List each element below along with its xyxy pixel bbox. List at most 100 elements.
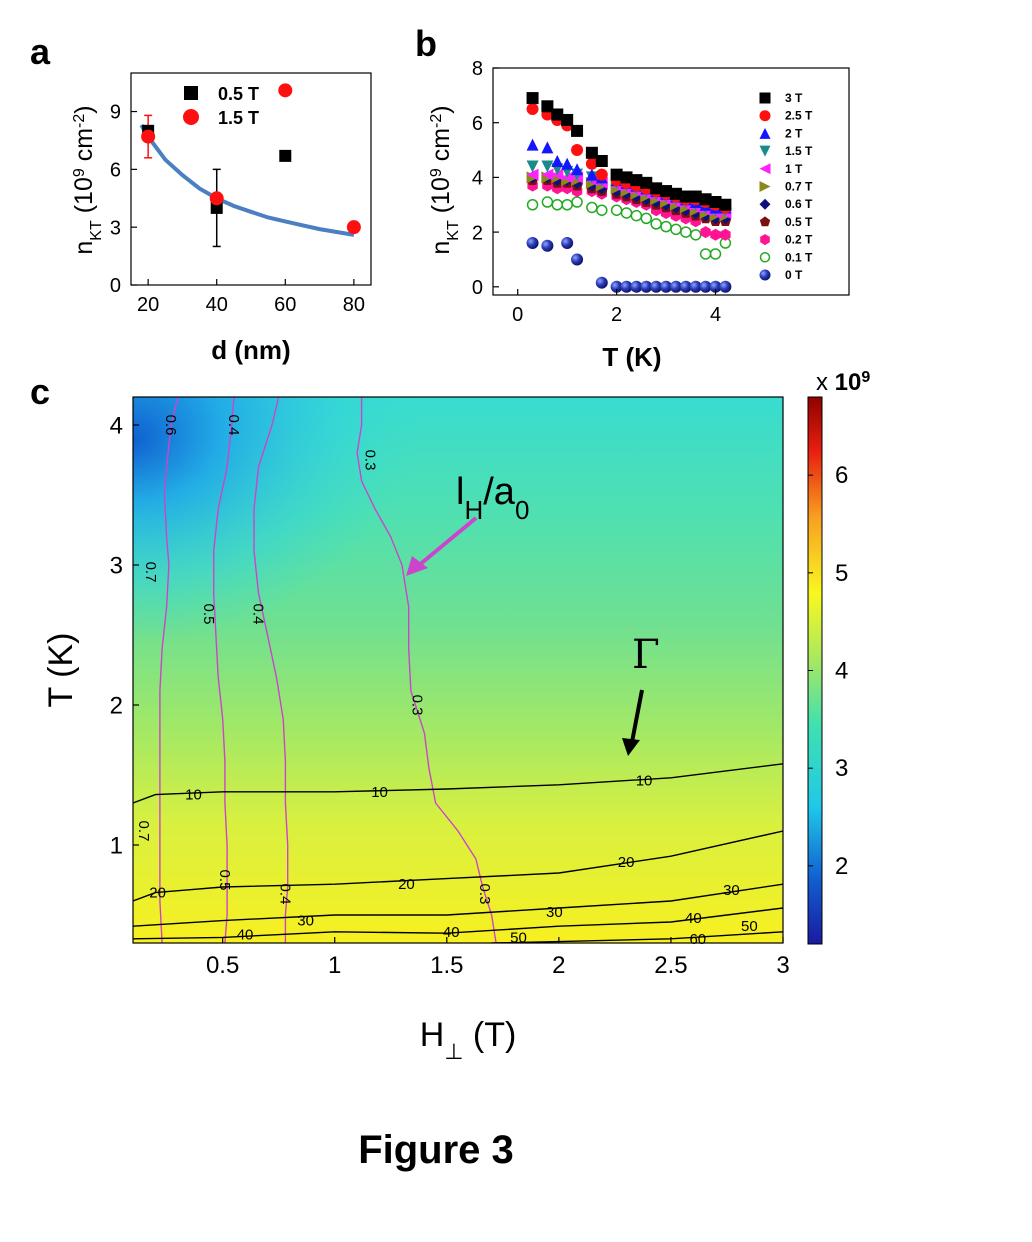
legend-label: 2 T bbox=[785, 126, 803, 140]
data-point bbox=[526, 92, 539, 105]
colorbar-tick-label: 6 bbox=[835, 462, 848, 489]
data-point bbox=[650, 280, 663, 293]
legend-label-1.5T: 1.5 T bbox=[218, 108, 259, 128]
data-point bbox=[640, 212, 653, 225]
panel-c-xtick-label: 2.5 bbox=[654, 952, 687, 979]
data-point bbox=[541, 141, 554, 154]
data-point bbox=[526, 138, 539, 151]
panel-b-ytick-label: 4 bbox=[472, 168, 483, 190]
contour-label: 60 bbox=[689, 931, 706, 948]
panel-label-c: c bbox=[30, 371, 50, 412]
data-point bbox=[541, 160, 554, 173]
legend-marker bbox=[760, 234, 770, 246]
panel-b-ylabel: nKT (109 cm-2) bbox=[427, 105, 462, 254]
panel-b-xlabel: T (K) bbox=[602, 342, 661, 372]
panel-b-frame bbox=[492, 67, 850, 296]
data-point bbox=[640, 280, 653, 293]
legend-marker bbox=[759, 145, 771, 157]
data-point bbox=[710, 228, 721, 241]
data-point bbox=[630, 209, 643, 222]
fit-curve bbox=[139, 123, 355, 237]
data-point bbox=[630, 280, 643, 293]
contour-label: 0.6 bbox=[162, 415, 179, 436]
data-point bbox=[720, 228, 731, 241]
data-point bbox=[709, 280, 722, 293]
arrow-gamma bbox=[630, 689, 644, 743]
data-point bbox=[620, 171, 633, 184]
panel-b-ytick-label: 0 bbox=[472, 277, 483, 299]
colorbar-tick-label: 4 bbox=[835, 658, 848, 685]
data-point bbox=[210, 201, 223, 214]
panel-b-ytick-label: 2 bbox=[472, 222, 483, 244]
data-point bbox=[346, 220, 361, 235]
heatmap bbox=[133, 397, 783, 943]
black-contour bbox=[491, 931, 783, 943]
contour-label: 0.3 bbox=[409, 695, 426, 716]
panel-c-frame bbox=[132, 396, 784, 944]
data-point bbox=[541, 168, 554, 181]
panel-c-xlabel: H⊥ (T) bbox=[420, 1016, 517, 1064]
panel-a-ylabel: nKT (109 cm-2) bbox=[70, 105, 105, 254]
contour-label: 10 bbox=[371, 784, 388, 801]
contour-label: 40 bbox=[443, 924, 460, 941]
legend-marker bbox=[759, 110, 771, 122]
contour-label: 10 bbox=[636, 773, 653, 790]
data-point bbox=[670, 223, 682, 236]
panel-a-ytick-label: 3 bbox=[110, 217, 121, 239]
data-point bbox=[561, 198, 573, 211]
data-point bbox=[640, 176, 653, 189]
legend-marker-0.5T bbox=[184, 86, 198, 100]
panel-c-ytick-label: 1 bbox=[110, 833, 123, 860]
contour-label: 20 bbox=[398, 876, 415, 893]
legend-marker bbox=[759, 163, 771, 175]
panel-a-xtick-label: 60 bbox=[274, 294, 296, 316]
panel-c-xtick-label: 2 bbox=[552, 952, 565, 979]
panel-a-ytick-label: 0 bbox=[110, 275, 121, 297]
data-point bbox=[561, 157, 574, 170]
legend-marker bbox=[759, 181, 771, 192]
data-point bbox=[610, 204, 623, 216]
colorbar-tick-label: 3 bbox=[835, 755, 848, 782]
legend-marker bbox=[759, 216, 771, 227]
panel-b-xtick-label: 0 bbox=[512, 304, 523, 326]
contour-label: 0.5 bbox=[200, 604, 217, 625]
data-point bbox=[596, 204, 608, 216]
panel-a-xtick-label: 80 bbox=[343, 294, 365, 316]
data-point bbox=[526, 168, 539, 181]
data-point bbox=[595, 154, 608, 167]
panel-a-ytick-label: 6 bbox=[110, 160, 121, 182]
legend-marker bbox=[759, 252, 771, 263]
data-point bbox=[709, 248, 722, 260]
contour-label: 0.4 bbox=[250, 604, 267, 625]
data-point bbox=[669, 280, 682, 293]
contour-label: 0.4 bbox=[276, 884, 293, 905]
black-contour bbox=[133, 830, 783, 902]
legend-label: 0.6 T bbox=[785, 197, 813, 211]
data-point bbox=[719, 280, 732, 293]
legend-label: 1 T bbox=[785, 162, 803, 176]
data-point bbox=[660, 185, 673, 198]
data-point bbox=[595, 168, 608, 181]
data-point bbox=[689, 280, 702, 293]
magenta-contour bbox=[213, 397, 235, 943]
magenta-contour bbox=[159, 397, 179, 943]
data-point bbox=[610, 280, 623, 293]
data-point bbox=[660, 220, 672, 233]
data-point bbox=[709, 196, 722, 209]
legend-marker bbox=[759, 127, 771, 139]
data-point bbox=[571, 124, 584, 137]
data-point bbox=[551, 198, 564, 211]
black-contour bbox=[133, 763, 783, 804]
contour-label: 30 bbox=[297, 913, 314, 930]
contour-label: 0.3 bbox=[476, 884, 493, 905]
contour-label: 0.3 bbox=[362, 450, 379, 471]
data-point bbox=[650, 218, 662, 230]
legend-label: 0.2 T bbox=[785, 233, 813, 247]
panel-b-xtick-label: 2 bbox=[611, 304, 622, 326]
legend-label: 3 T bbox=[785, 91, 803, 105]
contour-label: 0.7 bbox=[135, 821, 152, 842]
data-point bbox=[526, 160, 539, 173]
legend-marker bbox=[759, 92, 771, 104]
panel-c-ylabel: T (K) bbox=[42, 633, 80, 708]
arrow-gamma-head bbox=[622, 738, 640, 756]
